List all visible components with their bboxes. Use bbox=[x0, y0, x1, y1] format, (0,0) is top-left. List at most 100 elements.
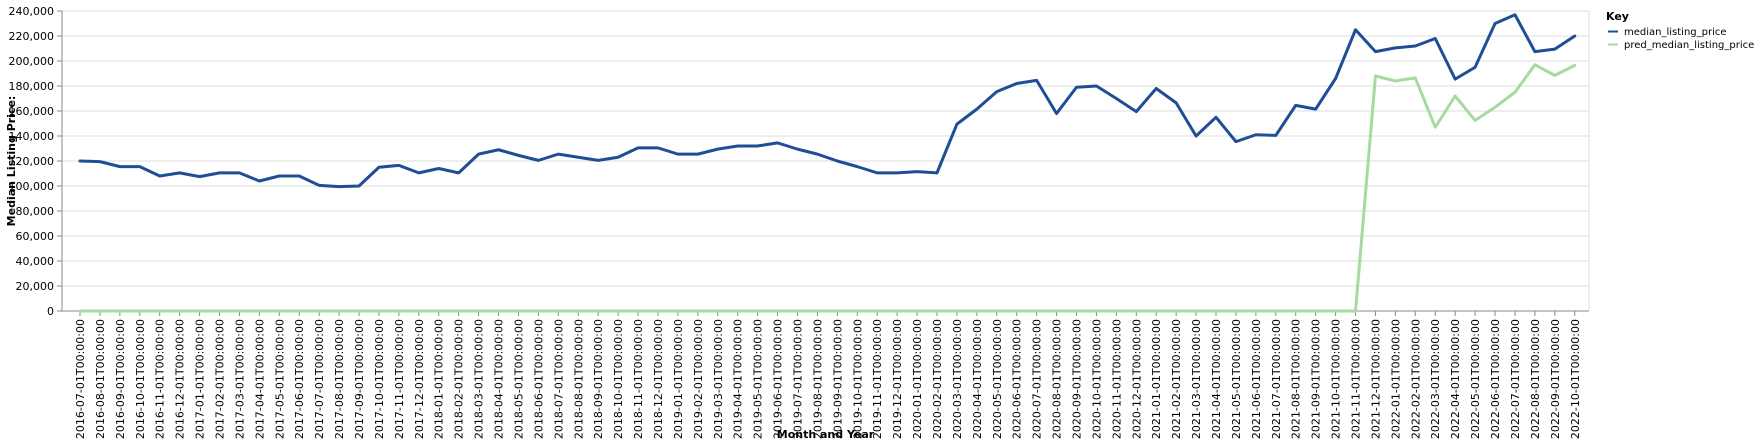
x-tick-label: 2021-11-01T00:00:00 bbox=[1350, 319, 1363, 439]
x-tick-label: 2020-06-01T00:00:00 bbox=[1011, 319, 1024, 439]
grid bbox=[62, 10, 1589, 312]
x-tick-label: 2018-02-01T00:00:00 bbox=[453, 319, 466, 439]
x-tick-label: 2018-09-01T00:00:00 bbox=[592, 319, 605, 439]
y-tick-label: 80,000 bbox=[16, 205, 55, 218]
x-tick-label: 2019-01-01T00:00:00 bbox=[672, 319, 685, 439]
x-tick-label: 2019-03-01T00:00:00 bbox=[712, 319, 725, 439]
y-tick-labels: 0 20,000 40,000 60,000 80,000 100,000 120,000 1… bbox=[9, 5, 55, 318]
x-tick-label: 2018-01-01T00:00:00 bbox=[433, 319, 446, 439]
x-tick-label: 2020-08-01T00:00:00 bbox=[1051, 319, 1064, 439]
y-tick-label: 240,000 bbox=[9, 5, 55, 18]
x-tick-label: 2020-09-01T00:00:00 bbox=[1071, 319, 1084, 439]
x-tick-label: 2022-09-01T00:00:00 bbox=[1549, 319, 1562, 439]
x-tick-label: 2022-03-01T00:00:00 bbox=[1429, 319, 1442, 439]
x-tick-label: 2020-10-01T00:00:00 bbox=[1090, 319, 1103, 439]
series-line-pred_median_listing_price bbox=[78, 63, 1577, 313]
y-tick-label: 0 bbox=[47, 305, 54, 318]
x-tick-label: 2016-09-01T00:00:00 bbox=[114, 319, 127, 439]
x-tick-label: 2018-08-01T00:00:00 bbox=[572, 319, 585, 439]
x-tick-label: 2020-03-01T00:00:00 bbox=[951, 319, 964, 439]
x-tick-label: 2017-06-01T00:00:00 bbox=[293, 319, 306, 439]
x-tick-label: 2020-02-01T00:00:00 bbox=[931, 319, 944, 439]
x-tick-label: 2018-06-01T00:00:00 bbox=[532, 319, 545, 439]
x-tick-label: 2019-05-01T00:00:00 bbox=[752, 319, 765, 439]
x-tick-label: 2022-01-01T00:00:00 bbox=[1389, 319, 1402, 439]
x-tick-label: 2020-01-01T00:00:00 bbox=[911, 319, 924, 439]
x-tick-label: 2019-10-01T00:00:00 bbox=[851, 319, 864, 439]
x-tick-label: 2022-04-01T00:00:00 bbox=[1449, 319, 1462, 439]
x-tick-label: 2021-07-01T00:00:00 bbox=[1270, 319, 1283, 439]
x-tick-label: 2021-06-01T00:00:00 bbox=[1250, 319, 1263, 439]
series-lines bbox=[78, 13, 1577, 313]
x-tick-label: 2021-02-01T00:00:00 bbox=[1170, 319, 1183, 439]
x-tick-label: 2017-02-01T00:00:00 bbox=[214, 319, 227, 439]
x-tick-label: 2022-06-01T00:00:00 bbox=[1489, 319, 1502, 439]
x-tick-label: 2021-03-01T00:00:00 bbox=[1190, 319, 1203, 439]
x-tick-label: 2019-06-01T00:00:00 bbox=[772, 319, 785, 439]
x-tick-label: 2019-08-01T00:00:00 bbox=[811, 319, 824, 439]
x-tick-label: 2017-09-01T00:00:00 bbox=[353, 319, 366, 439]
x-tick-labels: 2016-07-01T00:00:00 2016-08-01T00:00:00 20… bbox=[74, 319, 1582, 439]
legend-label-median_listing_price: median_listing_price bbox=[1624, 27, 1727, 38]
y-axis-title: Median Listing Price: bbox=[5, 96, 18, 227]
x-tick-label: 2018-12-01T00:00:00 bbox=[652, 319, 665, 439]
x-tick-label: 2016-08-01T00:00:00 bbox=[94, 319, 107, 439]
x-tick-label: 2022-08-01T00:00:00 bbox=[1529, 319, 1542, 439]
x-tick-label: 2019-11-01T00:00:00 bbox=[871, 319, 884, 439]
x-tick-label: 2020-05-01T00:00:00 bbox=[991, 319, 1004, 439]
x-tick-label: 2016-07-01T00:00:00 bbox=[74, 319, 87, 439]
x-tick-label: 2020-04-01T00:00:00 bbox=[971, 319, 984, 439]
y-tick-label: 180,000 bbox=[9, 80, 55, 93]
x-tick-label: 2017-08-01T00:00:00 bbox=[333, 319, 346, 439]
x-tick-label: 2018-04-01T00:00:00 bbox=[493, 319, 506, 439]
x-tick-label: 2017-07-01T00:00:00 bbox=[313, 319, 326, 439]
x-tick-label: 2016-12-01T00:00:00 bbox=[174, 319, 187, 439]
x-tick-label: 2022-07-01T00:00:00 bbox=[1509, 319, 1522, 439]
y-tick-label: 160,000 bbox=[9, 105, 55, 118]
x-tick-label: 2017-12-01T00:00:00 bbox=[413, 319, 426, 439]
x-tick-label: 2021-12-01T00:00:00 bbox=[1369, 319, 1382, 439]
x-tick-label: 2019-02-01T00:00:00 bbox=[692, 319, 705, 439]
x-tick-label: 2018-05-01T00:00:00 bbox=[512, 319, 525, 439]
x-tick-label: 2019-07-01T00:00:00 bbox=[791, 319, 804, 439]
x-tick-label: 2021-09-01T00:00:00 bbox=[1310, 319, 1323, 439]
legend: Key median_listing_price pred_median_list… bbox=[1606, 10, 1754, 51]
y-tick-label: 60,000 bbox=[16, 230, 55, 243]
x-tick-label: 2017-01-01T00:00:00 bbox=[194, 319, 207, 439]
x-tick-label: 2021-08-01T00:00:00 bbox=[1290, 319, 1303, 439]
x-tick-label: 2017-03-01T00:00:00 bbox=[233, 319, 246, 439]
y-tick-label: 200,000 bbox=[9, 55, 55, 68]
y-tick-label: 40,000 bbox=[16, 255, 55, 268]
x-tick-label: 2022-05-01T00:00:00 bbox=[1469, 319, 1482, 439]
x-tick-label: 2017-10-01T00:00:00 bbox=[373, 319, 386, 439]
legend-title: Key bbox=[1606, 10, 1629, 23]
x-tick-label: 2019-09-01T00:00:00 bbox=[831, 319, 844, 439]
legend-label-pred_median_listing_price: pred_median_listing_price bbox=[1624, 40, 1754, 51]
x-tick-label: 2018-07-01T00:00:00 bbox=[552, 319, 565, 439]
x-tick-label: 2021-05-01T00:00:00 bbox=[1230, 319, 1243, 439]
series-line-median_listing_price bbox=[78, 13, 1577, 189]
x-tick-label: 2021-01-01T00:00:00 bbox=[1150, 319, 1163, 439]
y-tick-label: 100,000 bbox=[9, 180, 55, 193]
x-tick-label: 2021-10-01T00:00:00 bbox=[1330, 319, 1343, 439]
y-tick-label: 220,000 bbox=[9, 30, 55, 43]
x-tick-label: 2017-04-01T00:00:00 bbox=[253, 319, 266, 439]
x-tick-label: 2020-11-01T00:00:00 bbox=[1110, 319, 1123, 439]
x-tick-label: 2017-11-01T00:00:00 bbox=[393, 319, 406, 439]
x-tick-label: 2018-10-01T00:00:00 bbox=[612, 319, 625, 439]
y-tick-label: 20,000 bbox=[16, 280, 55, 293]
x-tick-label: 2016-10-01T00:00:00 bbox=[134, 319, 147, 439]
x-tick-label: 2022-02-01T00:00:00 bbox=[1409, 319, 1422, 439]
x-tick-label: 2017-05-01T00:00:00 bbox=[273, 319, 286, 439]
x-tick-label: 2022-10-01T00:00:00 bbox=[1569, 319, 1582, 439]
x-axis-title: Month and Year bbox=[777, 428, 875, 441]
x-tick-label: 2019-04-01T00:00:00 bbox=[732, 319, 745, 439]
x-tick-label: 2020-12-01T00:00:00 bbox=[1130, 319, 1143, 439]
x-tick-label: 2018-03-01T00:00:00 bbox=[473, 319, 486, 439]
x-tick-label: 2018-11-01T00:00:00 bbox=[632, 319, 645, 439]
x-tick-label: 2019-12-01T00:00:00 bbox=[891, 319, 904, 439]
x-tick-label: 2020-07-01T00:00:00 bbox=[1031, 319, 1044, 439]
x-tick-label: 2016-11-01T00:00:00 bbox=[154, 319, 167, 439]
y-tick-label: 120,000 bbox=[9, 155, 55, 168]
